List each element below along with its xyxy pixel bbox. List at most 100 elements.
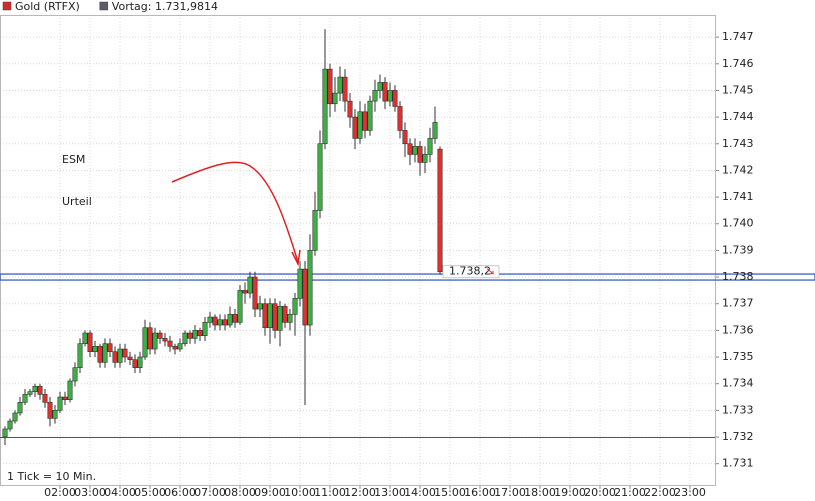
footnote: 1 Tick = 10 Min. [7,470,96,483]
y-tick-label: 1.742 [722,163,754,176]
candle-body [172,346,178,350]
annotation-arrowhead [291,249,301,267]
x-tick-label: 09:00 [254,486,286,499]
candle-body [207,316,213,323]
candle-body [147,327,153,350]
candle-body [257,303,263,310]
candle-body [22,394,28,403]
candle-body [197,330,203,337]
candle-body [132,359,138,368]
candle-body [182,332,188,345]
plot-frame [0,15,716,486]
x-tick-label: 05:00 [134,486,166,499]
candle-body [167,340,173,347]
candle-body [187,332,193,339]
x-tick-label: 18:00 [524,486,556,499]
candle-body [282,306,288,323]
x-tick-label: 11:00 [314,486,346,499]
candle-body [377,82,383,91]
candle-body [367,100,373,131]
legend-swatch [2,1,12,11]
x-tick-label: 07:00 [194,486,226,499]
x-tick-label: 03:00 [74,486,106,499]
candle-body [422,154,428,163]
x-tick-label: 12:00 [344,486,376,499]
candle-body [297,268,303,299]
candle-body [152,332,158,350]
candle-body [107,343,113,353]
candle-body [342,76,348,102]
y-tick-label: 1.746 [722,57,754,70]
y-tick-label: 1.731 [722,457,754,470]
annotation-text: Urteil [62,195,92,208]
candle-body [272,303,278,331]
candle-body [232,314,238,323]
candle-body [402,130,408,145]
last-price-label: 1.738,2 [449,265,491,278]
candle-body [72,367,78,382]
x-tick-label: 19:00 [554,486,586,499]
candle-body [382,82,388,102]
candle-body [247,276,253,294]
candle-body [357,111,363,139]
candle-body [162,338,168,342]
candle-body [322,68,328,145]
candles [2,29,443,446]
candle-body [252,276,258,310]
candle-body [127,356,133,361]
candle-body [352,116,358,139]
annotation-text: ESM [62,153,85,166]
candle-body [62,396,68,400]
candle-body [307,250,313,326]
y-tick-label: 1.736 [722,323,754,336]
candle-body [312,210,318,251]
y-tick-label: 1.738 [722,270,754,283]
candle-body [137,356,143,368]
y-tick-label: 1.743 [722,137,754,150]
candle-body [7,420,13,430]
candle-body [432,122,438,139]
x-tick-label: 10:00 [284,486,316,499]
candle-body [277,306,283,331]
candle-body [27,391,33,395]
candle-body [112,351,118,363]
x-tick-label: 16:00 [464,486,496,499]
candle-body [67,380,73,400]
candle-body [397,106,403,131]
candle-body [427,138,433,155]
x-tick-label: 13:00 [374,486,406,499]
y-tick-label: 1.737 [722,297,754,310]
candle-body [292,298,298,315]
candle-body [122,348,128,358]
candle-body [12,412,18,422]
candle-body [242,290,248,294]
candle-body [202,322,208,337]
candle-body [57,396,63,411]
last-price-box [442,265,500,279]
y-tick-label: 1.733 [722,403,754,416]
y-tick-label: 1.744 [722,110,754,123]
candle-body [102,343,108,363]
candle-body [387,90,393,102]
y-tick-label: 1.732 [722,430,754,443]
horizontal-line [0,273,815,281]
candle-body [437,148,443,273]
candle-body [87,332,93,353]
y-tick-label: 1.735 [722,350,754,363]
x-tick-label: 02:00 [44,486,76,499]
candle-body [412,146,418,155]
candle-body [177,343,183,350]
candle-body [47,402,53,419]
annotation-arrow [171,161,299,263]
candle-body [212,316,218,326]
candle-body [287,314,293,323]
candle-body [337,76,343,94]
candle-body [262,303,268,329]
legend-label: Vortag: 1.731,9814 [112,0,218,13]
candle-body [407,143,413,155]
candle-body [392,90,398,107]
x-tick-label: 17:00 [494,486,526,499]
candle-body [32,386,38,392]
candle-body [82,332,88,345]
